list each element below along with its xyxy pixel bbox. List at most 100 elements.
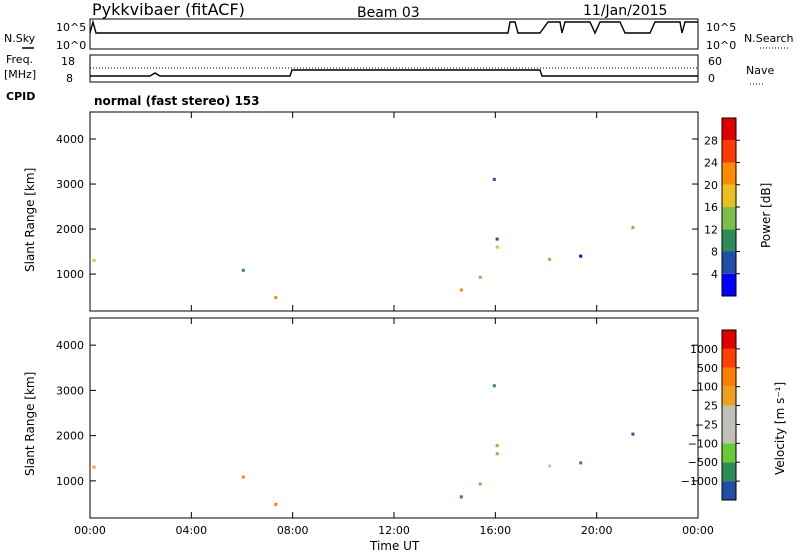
- colorbar-segment: [722, 251, 736, 274]
- power-cells: [92, 177, 635, 300]
- power-cell: [478, 275, 482, 279]
- colorbar-tick-label: −500: [688, 456, 718, 469]
- velocity-ylabel: Slant Range [km]: [23, 372, 37, 476]
- y-tick-label: 1000: [56, 475, 84, 488]
- colorbar-segment: [722, 367, 736, 387]
- freq-tick-low: 8: [66, 72, 73, 85]
- velocity-cell: [495, 452, 499, 456]
- power-cell: [241, 268, 245, 272]
- power-cell: [548, 257, 552, 261]
- velocity-cell: [92, 465, 96, 469]
- nsky-tick-low: 10^0: [56, 39, 86, 52]
- colorbar-tick-label: 12: [704, 223, 718, 236]
- colorbar-segment: [722, 386, 736, 406]
- nsky-label: N.Sky: [4, 32, 36, 45]
- colorbar-segment: [722, 207, 736, 230]
- colorbar-segment: [722, 118, 736, 141]
- cpid-label: CPID: [6, 90, 35, 103]
- nsearch-tick-high: 10^5: [706, 21, 736, 34]
- velocity-colorbar-label: Velocity [m s⁻¹]: [773, 382, 787, 475]
- power-cell: [274, 296, 278, 300]
- x-tick-label: 16:00: [479, 524, 511, 537]
- station-title: Pykkvibaer (fitACF): [92, 0, 245, 19]
- power-colorbar-label: Power [dB]: [759, 183, 773, 248]
- power-cell: [492, 177, 496, 181]
- power-y-ticks: 1000 2000 3000 4000: [56, 133, 698, 281]
- colorbar-tick-label: 1000: [690, 343, 718, 356]
- x-tick-label: 20:00: [581, 524, 613, 537]
- velocity-cell: [495, 444, 499, 448]
- velocity-colorbar: 1000 500 100 25 −25 −100 −500 −1000: [681, 329, 740, 501]
- velocity-cell: [241, 475, 245, 479]
- x-axis-label: Time UT: [369, 539, 420, 553]
- freq-tick-high: 18: [61, 55, 75, 68]
- nsky-trace: [89, 19, 698, 35]
- velocity-panel: 1000 2000 3000 4000 Slant Range [km] 1000 50…: [23, 317, 787, 519]
- velocity-cell: [478, 482, 482, 486]
- x-axis-ticks: 00:00 04:00 08:00 12:00 16:00 20:00 00:00: [74, 112, 714, 537]
- y-tick-label: 3000: [56, 178, 84, 191]
- colorbar-tick-label: −100: [688, 437, 718, 450]
- y-tick-label: 2000: [56, 430, 84, 443]
- colorbar-tick-label: 4: [711, 268, 718, 281]
- colorbar-segment: [722, 405, 736, 425]
- colorbar-segment: [722, 481, 736, 500]
- power-panel: 1000 2000 3000 4000 Slant Range [km] 4 8 12 16…: [23, 111, 773, 312]
- x-tick-label: 12:00: [378, 524, 410, 537]
- y-tick-label: 4000: [56, 133, 84, 146]
- power-ylabel: Slant Range [km]: [23, 168, 37, 272]
- power-colorbar: 4 8 12 16 20 24 28: [704, 117, 740, 297]
- colorbar-segment: [722, 424, 736, 444]
- velocity-cell: [492, 384, 496, 388]
- colorbar-tick-label: 25: [704, 400, 718, 413]
- colorbar-segment: [722, 162, 736, 185]
- y-tick-label: 2000: [56, 223, 84, 236]
- colorbar-tick-label: −25: [695, 418, 718, 431]
- velocity-plot-frame: [89, 317, 699, 519]
- x-tick-label: 00:00: [74, 524, 106, 537]
- y-tick-label: 3000: [56, 384, 84, 397]
- colorbar-segment: [722, 330, 736, 349]
- colorbar-tick-label: −1000: [681, 475, 718, 488]
- power-cell: [495, 245, 499, 249]
- colorbar-segment: [722, 462, 736, 482]
- power-cell: [495, 237, 499, 241]
- colorbar-frame: [721, 329, 737, 501]
- velocity-cell: [548, 464, 552, 468]
- freq-label-1: Freq.: [6, 53, 33, 66]
- velocity-cells: [92, 384, 635, 506]
- beam-title: Beam 03: [357, 5, 420, 21]
- x-tick-label: 08:00: [277, 524, 309, 537]
- freq-label-2: [MHz]: [4, 68, 36, 81]
- nave-tick-high: 60: [708, 55, 722, 68]
- power-cell: [631, 226, 635, 230]
- colorbar-tick-label: 24: [704, 157, 718, 170]
- sky-search-panel: [89, 18, 699, 50]
- y-tick-label: 1000: [56, 268, 84, 281]
- colorbar-segment: [722, 273, 736, 296]
- nave-label: Nave: [746, 64, 774, 77]
- velocity-cell: [579, 461, 583, 465]
- nsky-tick-high: 10^5: [56, 21, 86, 34]
- colorbar-segment: [722, 140, 736, 163]
- power-plot-frame: [89, 111, 699, 312]
- colorbar-tick-label: 20: [704, 179, 718, 192]
- date-title: 11/Jan/2015: [583, 3, 667, 19]
- colorbar-segment: [722, 443, 736, 463]
- colorbar-tick-label: 100: [697, 381, 718, 394]
- x-tick-label: 04:00: [175, 524, 207, 537]
- colorbar-tick-label: 16: [704, 201, 718, 214]
- power-cell: [459, 288, 463, 292]
- nsearch-tick-low: 10^0: [706, 39, 736, 52]
- power-cell: [579, 254, 583, 258]
- cpid-text: normal (fast stereo) 153: [94, 94, 260, 108]
- colorbar-segment: [722, 229, 736, 252]
- colorbar-tick-label: 8: [711, 246, 718, 259]
- freq-trace: [90, 69, 698, 77]
- velocity-cell: [459, 495, 463, 499]
- nsearch-label: N.Search: [744, 32, 794, 45]
- colorbar-segment: [722, 348, 736, 368]
- colorbar-tick-label: 28: [704, 134, 718, 147]
- velocity-cell: [274, 502, 278, 506]
